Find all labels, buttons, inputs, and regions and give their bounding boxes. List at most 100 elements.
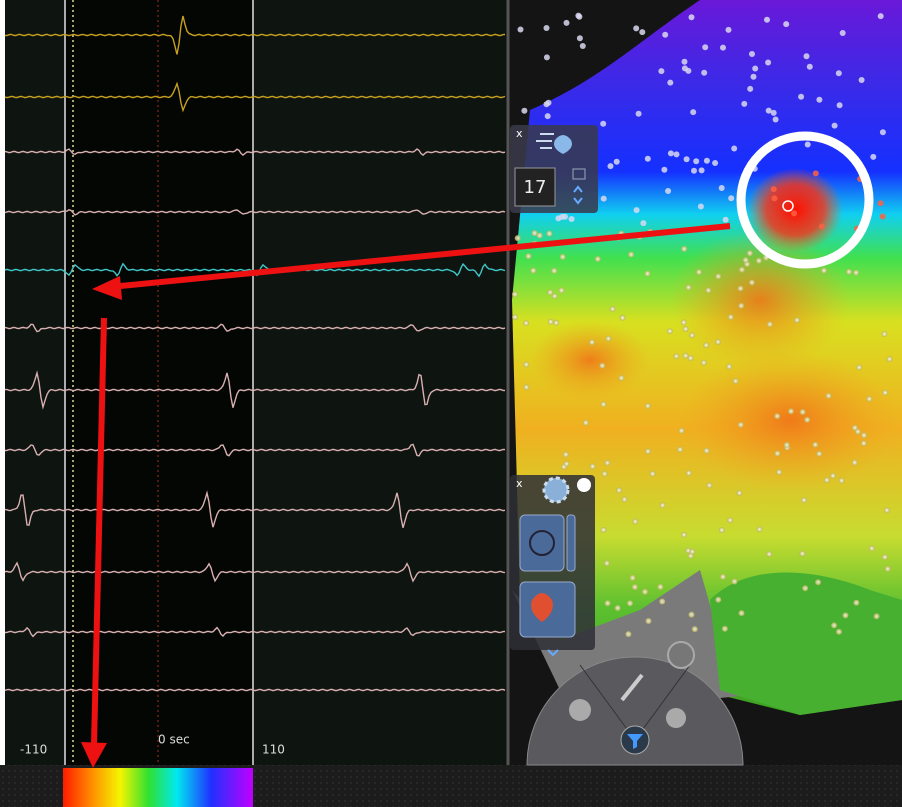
map-point (692, 626, 698, 632)
map-point (604, 560, 610, 566)
map-point (595, 256, 601, 262)
map-point (546, 231, 552, 237)
map-point (878, 13, 884, 19)
map-point (866, 396, 872, 402)
map-point (738, 286, 744, 292)
map-point (548, 319, 554, 325)
map-point (660, 502, 666, 508)
map-point (569, 216, 575, 222)
map-point (551, 268, 557, 274)
map-point (683, 326, 689, 332)
map-point (715, 273, 721, 279)
earliest-activation (747, 168, 843, 252)
map-point (802, 585, 808, 591)
map-point (728, 314, 734, 320)
map-point (874, 613, 880, 619)
map-point (836, 629, 842, 635)
map-point (547, 289, 553, 295)
map-point (622, 496, 628, 502)
time-start-label: -110 (20, 743, 47, 757)
map-point (645, 403, 651, 409)
map-point (576, 14, 582, 20)
map-point (518, 27, 524, 33)
map-point (532, 230, 538, 236)
map-point (836, 70, 842, 76)
map-point (639, 29, 645, 35)
map-point (846, 269, 852, 275)
map-point (812, 442, 818, 448)
map-point (640, 220, 646, 226)
map-point (726, 27, 732, 33)
map-point (684, 156, 690, 162)
map-point (537, 233, 543, 239)
map-point (512, 314, 518, 320)
refresh-icon[interactable] (577, 478, 591, 492)
map-point (743, 257, 749, 263)
map-point (559, 287, 565, 293)
map-point (704, 448, 710, 454)
map-point (824, 477, 830, 483)
map-point (870, 154, 876, 160)
map-point (859, 77, 865, 83)
map-point (696, 269, 702, 275)
map-point (686, 284, 692, 290)
map-point (788, 408, 794, 414)
map-point (885, 566, 891, 572)
link-tool[interactable] (668, 642, 694, 668)
map-point (749, 280, 755, 286)
map-point (620, 315, 626, 321)
map-point (562, 214, 568, 220)
map-point (815, 579, 821, 585)
map-point (703, 342, 709, 348)
map-point (736, 490, 742, 496)
heart-tool[interactable] (666, 708, 686, 728)
map-point (681, 532, 687, 538)
map-point (618, 375, 624, 381)
map-point (765, 60, 771, 66)
map-point (523, 362, 529, 368)
map-point (739, 610, 745, 616)
map-point (555, 215, 561, 221)
map-point (614, 159, 620, 165)
map-point (577, 35, 583, 41)
map-point (766, 551, 772, 557)
add-point-tool[interactable] (569, 699, 591, 721)
map-point (837, 102, 843, 108)
map-point (738, 303, 744, 309)
map-point (739, 267, 745, 273)
map-point (805, 142, 811, 148)
close-button[interactable]: x (516, 477, 523, 490)
map-point (668, 150, 674, 156)
map-point (523, 384, 529, 390)
map-point (747, 250, 753, 256)
map-point (690, 109, 696, 115)
map-point (602, 471, 608, 477)
map-point (799, 551, 805, 557)
map-point (704, 158, 710, 164)
map-point (722, 626, 728, 632)
map-point (715, 339, 721, 345)
map-point (726, 364, 732, 370)
close-button[interactable]: x (516, 127, 523, 140)
map-point (667, 328, 673, 334)
map-point (784, 442, 790, 448)
map-point (599, 363, 605, 369)
map-point (601, 401, 607, 407)
shape-button[interactable] (520, 515, 564, 571)
map-point (689, 549, 695, 555)
slider[interactable] (567, 515, 575, 571)
map-point (682, 59, 688, 65)
map-point (634, 207, 640, 213)
map-point (608, 163, 614, 169)
map-point (523, 320, 529, 326)
map-point (832, 123, 838, 129)
map-point (677, 447, 683, 453)
settings-icon[interactable] (544, 478, 568, 502)
map-point (756, 258, 762, 264)
map-point (580, 43, 586, 49)
map-point (816, 97, 822, 103)
map-point (801, 497, 807, 503)
map-point (705, 287, 711, 293)
map-point (515, 235, 521, 241)
map-point (642, 589, 648, 595)
